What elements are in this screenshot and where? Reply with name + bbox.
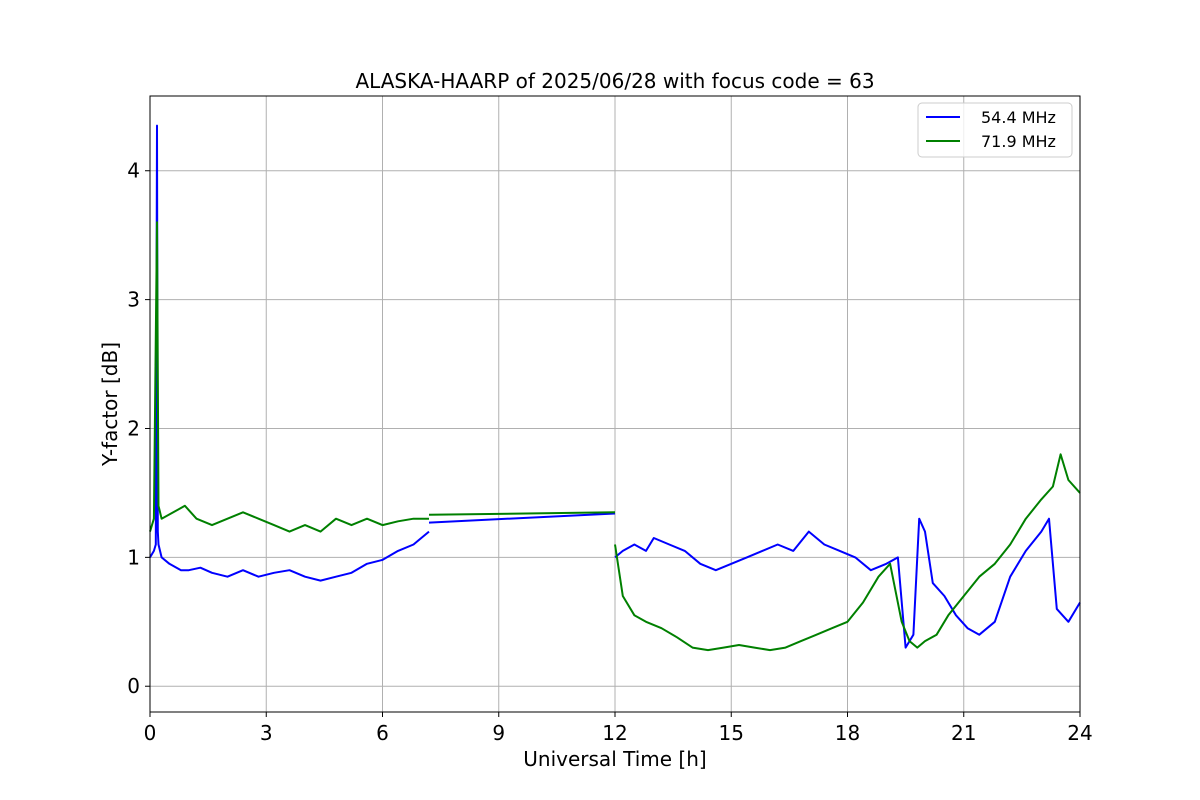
y-tick-label: 0 bbox=[127, 674, 140, 698]
y-tick-label: 4 bbox=[127, 159, 140, 183]
series-line-segment bbox=[149, 124, 430, 582]
legend: 54.4 MHz 71.9 MHz bbox=[917, 102, 1073, 158]
y-axis-label: Y-factor [dB] bbox=[98, 342, 122, 467]
legend-label-71-mhz: 71.9 MHz bbox=[981, 132, 1056, 151]
x-tick-label: 21 bbox=[951, 721, 976, 745]
series-54-mhz bbox=[149, 124, 1081, 649]
x-tick-label: 15 bbox=[719, 721, 744, 745]
x-tick-label: 0 bbox=[144, 721, 157, 745]
y-tick-label: 2 bbox=[127, 416, 140, 440]
y-axis-ticks: 0 1 2 3 4 bbox=[127, 159, 150, 698]
x-tick-label: 6 bbox=[376, 721, 389, 745]
y-tick-label: 3 bbox=[127, 288, 140, 312]
y-tick-label: 1 bbox=[127, 545, 140, 569]
x-tick-label: 24 bbox=[1067, 721, 1092, 745]
series-layer bbox=[149, 124, 1081, 652]
x-axis-label: Universal Time [h] bbox=[523, 747, 706, 771]
series-line-segment bbox=[149, 221, 429, 533]
series-71-mhz bbox=[149, 221, 1081, 652]
x-axis-ticks: 0 3 6 9 12 15 18 21 24 bbox=[144, 712, 1093, 745]
series-line-segment bbox=[428, 512, 616, 524]
x-tick-label: 3 bbox=[260, 721, 273, 745]
series-line-segment bbox=[614, 517, 1081, 649]
x-tick-label: 9 bbox=[492, 721, 505, 745]
series-line-segment bbox=[428, 511, 616, 516]
legend-label-54-mhz: 54.4 MHz bbox=[981, 108, 1056, 127]
chart-title: ALASKA-HAARP of 2025/06/28 with focus co… bbox=[355, 69, 874, 93]
x-tick-label: 12 bbox=[602, 721, 627, 745]
series-line-segment bbox=[614, 453, 1081, 652]
x-tick-label: 18 bbox=[835, 721, 860, 745]
